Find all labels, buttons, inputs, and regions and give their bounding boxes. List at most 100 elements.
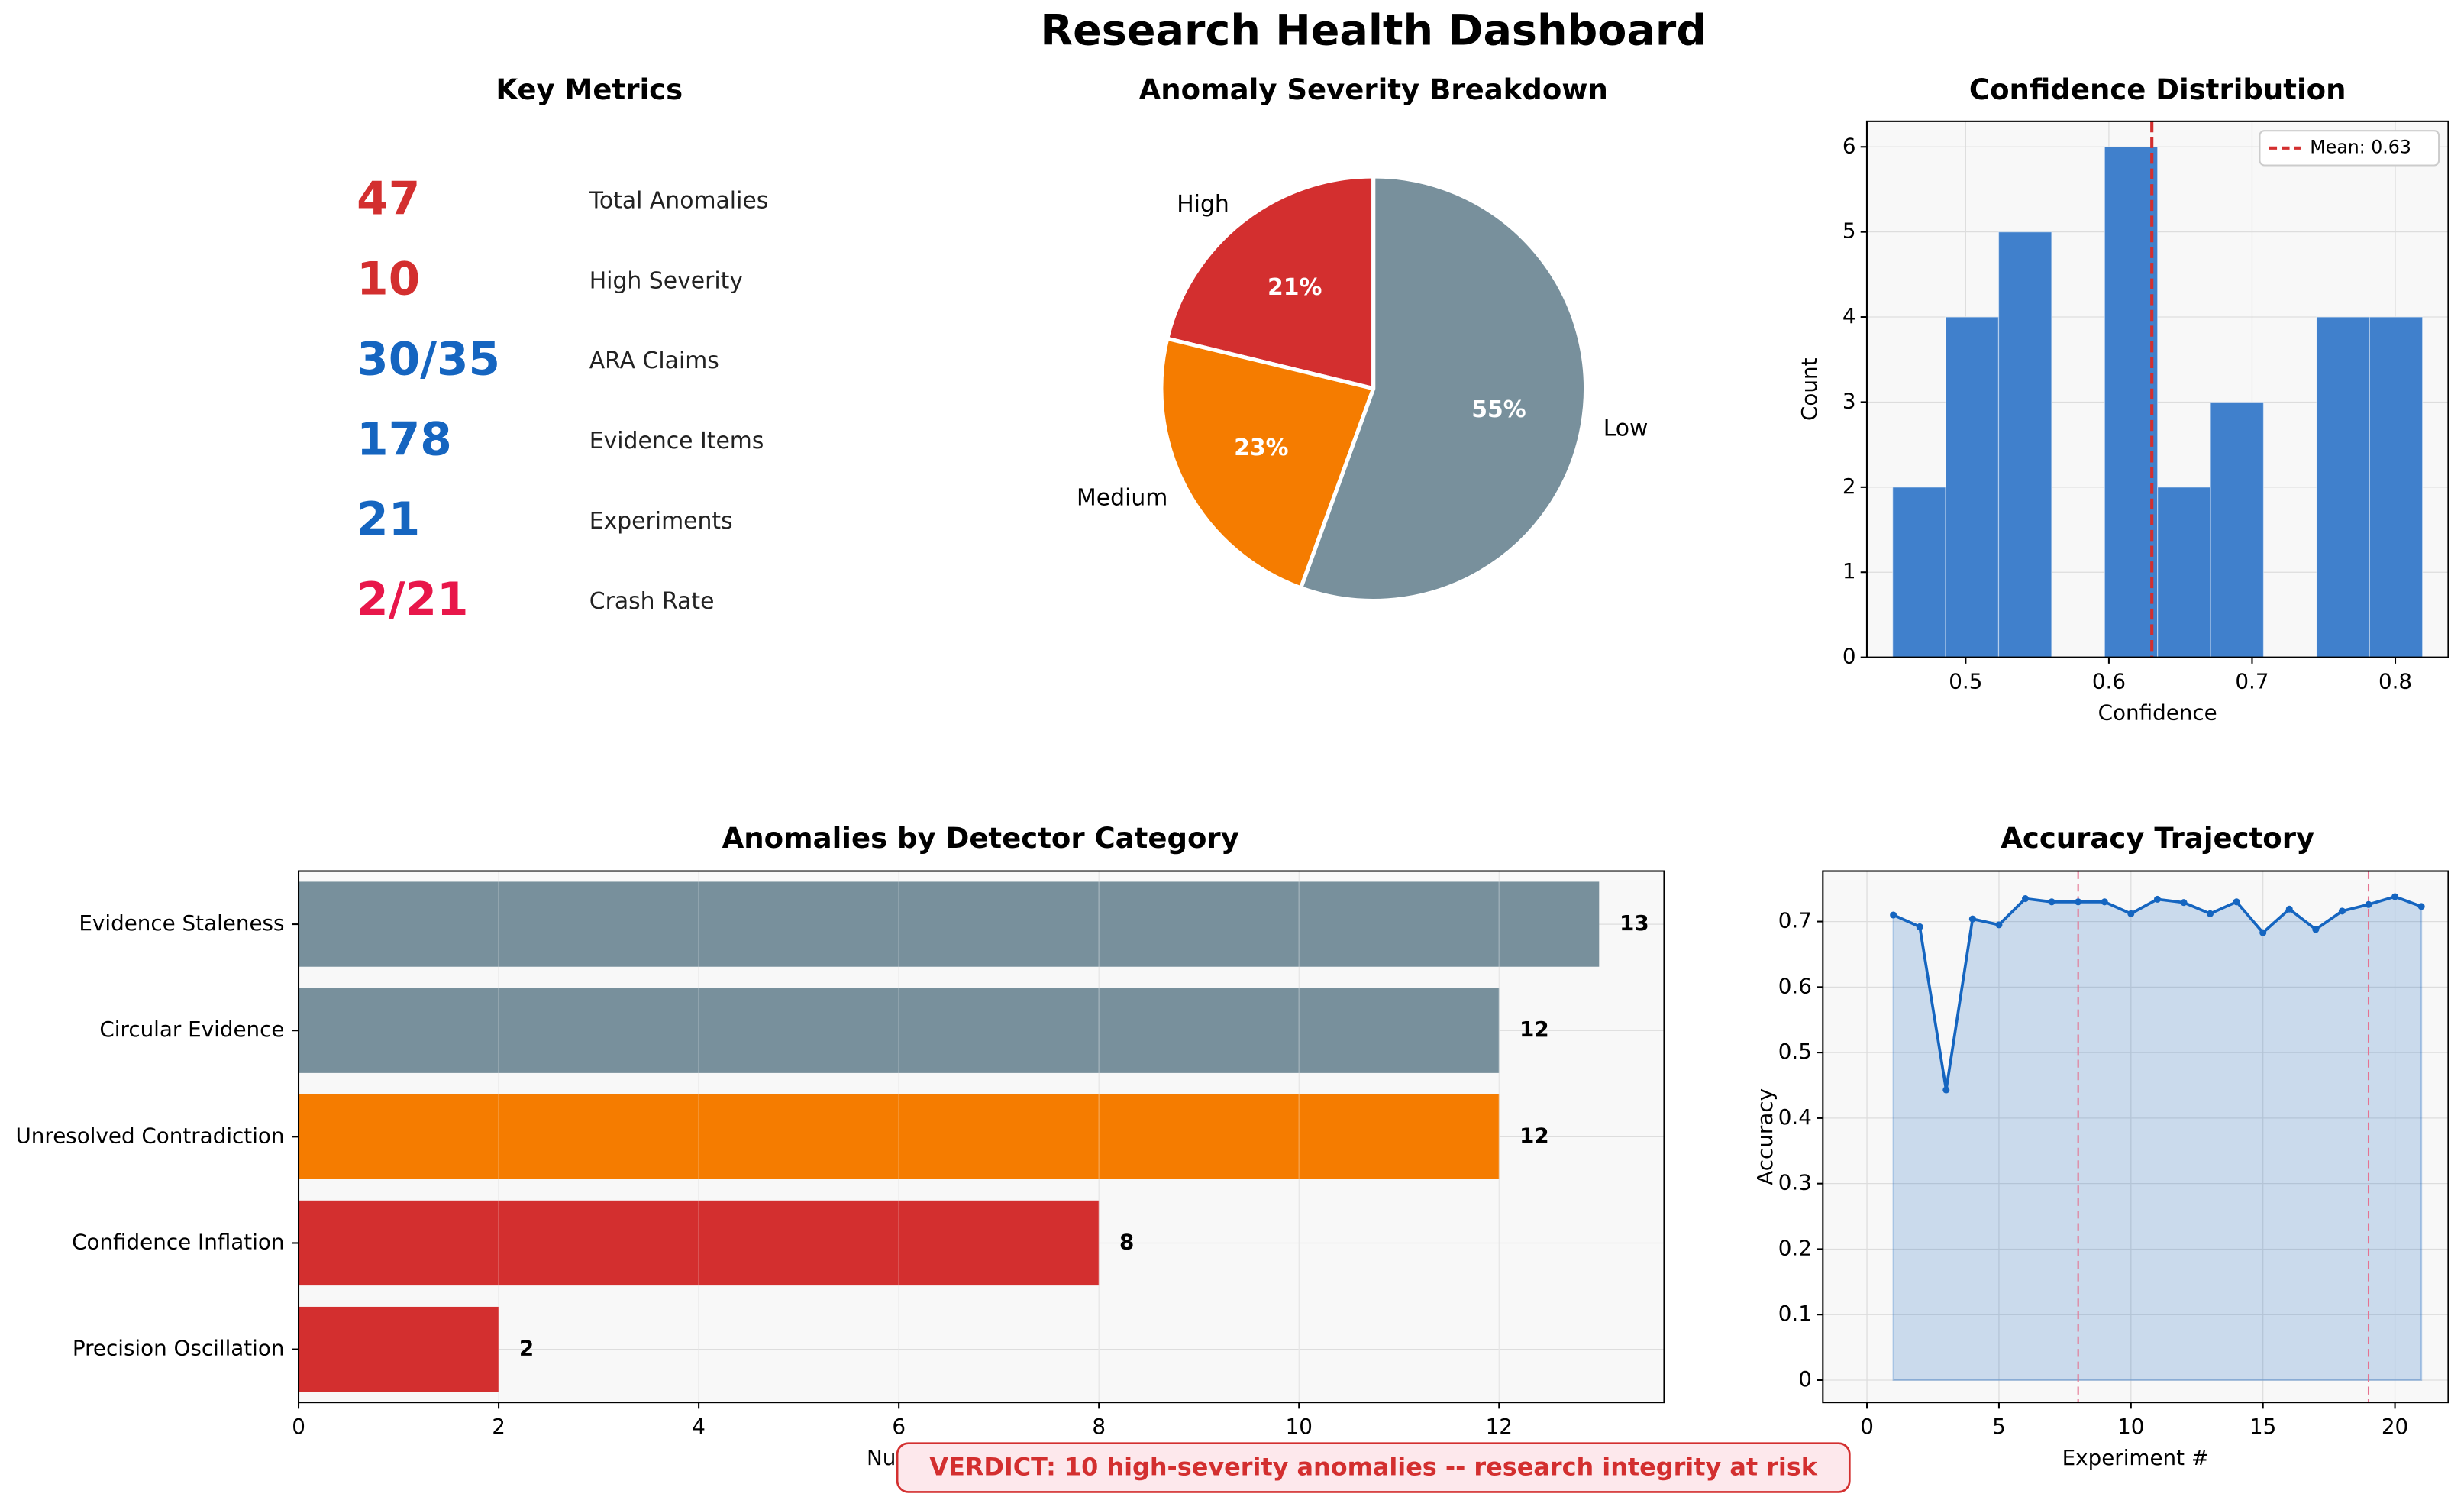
x-tick-label: 0.6 — [2092, 669, 2126, 694]
metrics-title: Key Metrics — [496, 73, 683, 106]
y-axis-label: Count — [1797, 357, 1822, 421]
bar-value-label: 13 — [1620, 910, 1649, 936]
x-tick-label: 8 — [1092, 1414, 1106, 1439]
y-tick-label: Precision Oscillation — [73, 1336, 285, 1361]
x-axis-label: Experiment # — [2062, 1445, 2210, 1470]
x-tick-label: 0.5 — [1949, 669, 1982, 694]
bar — [299, 1306, 499, 1392]
accuracy-point — [1942, 1086, 1950, 1094]
accuracy-point — [1968, 915, 1976, 923]
y-axis-label: Accuracy — [1752, 1088, 1778, 1185]
accuracy-point — [2312, 926, 2320, 933]
y-tick-label: Confidence Inflation — [72, 1229, 284, 1254]
accuracy-point — [2180, 899, 2188, 907]
x-tick-label: 10 — [2117, 1414, 2144, 1439]
pie-slice — [1164, 174, 1376, 391]
x-tick-label: 12 — [1486, 1414, 1513, 1439]
accuracy-point — [1890, 911, 1897, 919]
metric-label: Experiments — [589, 508, 733, 535]
metric-label: High Severity — [589, 267, 743, 294]
plot-border — [297, 870, 1665, 1404]
accuracy-point — [2075, 898, 2082, 906]
accuracy-point — [2365, 900, 2372, 908]
accuracy-point — [2391, 893, 2399, 900]
bar-value-label: 8 — [1119, 1229, 1134, 1254]
pie-slice — [1298, 174, 1588, 603]
metric-label: Crash Rate — [589, 588, 715, 615]
histogram-bar — [1892, 487, 1946, 658]
pie-label: Medium — [1077, 485, 1167, 512]
pie-percent: 21% — [1268, 274, 1322, 301]
x-tick-label: 0.8 — [2378, 669, 2412, 694]
bar-value-label: 2 — [519, 1336, 534, 1361]
dashboard-title: Research Health Dashboard — [1040, 6, 1707, 56]
pie-label: High — [1177, 191, 1229, 218]
y-tick-label: 0.3 — [1778, 1170, 1812, 1195]
y-tick-label: 0.4 — [1778, 1104, 1812, 1130]
x-tick-label: 2 — [492, 1414, 505, 1439]
accuracy-point — [2259, 929, 2267, 936]
y-tick-label: 0.7 — [1778, 908, 1812, 933]
accuracy-point — [2021, 895, 2030, 903]
metric-value: 2/21 — [357, 574, 468, 626]
x-tick-label: 5 — [1992, 1414, 2006, 1439]
metric-value: 10 — [357, 253, 420, 306]
pie-slice — [1159, 336, 1377, 591]
x-tick-label: 10 — [1286, 1414, 1313, 1439]
x-axis-label: Confidence — [2098, 700, 2217, 726]
plot-border — [1822, 870, 2449, 1404]
y-tick-label: 5 — [1842, 218, 1856, 244]
bar — [299, 988, 1500, 1073]
metric-value: 47 — [357, 173, 420, 225]
chart-title: Anomaly Severity Breakdown — [1139, 73, 1608, 106]
accuracy-area — [1892, 895, 2423, 1382]
y-tick-label: 4 — [1842, 303, 1856, 328]
pie-percent: 23% — [1234, 435, 1288, 461]
y-tick-label: 0.2 — [1778, 1235, 1812, 1260]
bar — [299, 881, 1600, 967]
histogram-bar — [2369, 316, 2424, 658]
y-tick-label: Evidence Staleness — [79, 910, 284, 936]
accuracy-point — [2417, 903, 2425, 910]
y-tick-label: 6 — [1842, 133, 1856, 158]
y-tick-label: 0.1 — [1778, 1301, 1812, 1326]
pie-percent: 55% — [1471, 396, 1526, 423]
y-tick-label: Circular Evidence — [99, 1017, 284, 1042]
accuracy-point — [2127, 910, 2135, 917]
y-tick-label: 3 — [1842, 388, 1856, 413]
histogram-bar — [1997, 231, 2052, 658]
x-tick-label: 0.7 — [2235, 669, 2269, 694]
x-tick-label: 0 — [1860, 1414, 1874, 1439]
histogram-bar — [2210, 401, 2265, 658]
metric-label: Total Anomalies — [589, 187, 769, 214]
y-tick-label: 2 — [1842, 474, 1856, 499]
histogram-bar — [2104, 146, 2159, 658]
bar-value-label: 12 — [1519, 1123, 1549, 1148]
metric-value: 178 — [357, 413, 452, 466]
y-tick-label: Unresolved Contradiction — [15, 1123, 284, 1148]
y-tick-label: 0.5 — [1778, 1039, 1812, 1064]
accuracy-point — [2153, 895, 2161, 903]
x-tick-label: 20 — [2382, 1414, 2408, 1439]
pie-label: Low — [1603, 415, 1649, 441]
verdict-box — [896, 1442, 1851, 1493]
histogram-bar — [2157, 487, 2211, 658]
y-tick-label: 0 — [1842, 644, 1856, 669]
histogram-bar — [2316, 316, 2370, 658]
accuracy-point — [1995, 921, 2003, 929]
metric-value: 30/35 — [357, 333, 500, 386]
y-tick-label: 1 — [1842, 558, 1856, 584]
legend-box — [2259, 130, 2440, 167]
accuracy-point — [1916, 923, 1923, 930]
accuracy-point — [2048, 898, 2055, 906]
metric-value: 21 — [357, 493, 420, 546]
bar-value-label: 12 — [1519, 1017, 1549, 1042]
bar — [299, 1094, 1500, 1179]
x-tick-label: 6 — [892, 1414, 906, 1439]
chart-title: Accuracy Trajectory — [2001, 822, 2314, 855]
verdict: VERDICT: 10 high-severity anomalies -- r… — [929, 1453, 1817, 1482]
accuracy-point — [2101, 898, 2108, 906]
accuracy-point — [2207, 910, 2214, 917]
